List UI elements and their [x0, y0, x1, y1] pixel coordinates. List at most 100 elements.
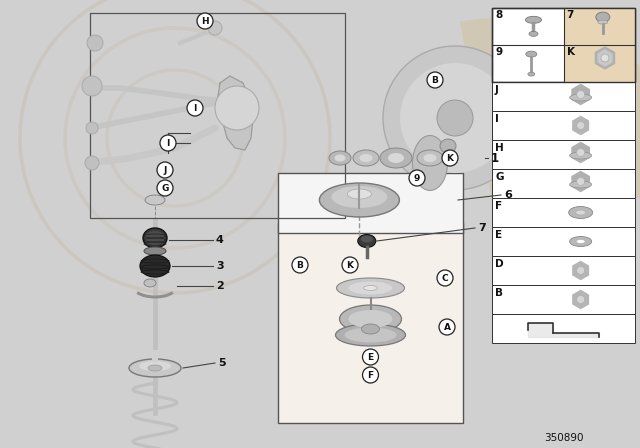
Ellipse shape — [362, 324, 380, 334]
Polygon shape — [573, 116, 588, 134]
Text: I: I — [193, 103, 196, 112]
Circle shape — [427, 72, 443, 88]
Bar — [492, 198, 635, 227]
Text: C: C — [442, 273, 448, 283]
Text: 350890: 350890 — [544, 433, 583, 443]
Circle shape — [577, 177, 585, 185]
Text: B: B — [495, 288, 503, 298]
Circle shape — [383, 46, 527, 190]
Ellipse shape — [440, 139, 456, 153]
Circle shape — [577, 148, 585, 156]
Text: F: F — [495, 201, 502, 211]
Ellipse shape — [335, 155, 346, 161]
Text: J: J — [163, 165, 166, 175]
Ellipse shape — [337, 278, 404, 298]
Bar — [278, 223, 463, 423]
Text: 9: 9 — [495, 47, 502, 57]
Ellipse shape — [339, 305, 401, 333]
Ellipse shape — [570, 237, 591, 246]
Circle shape — [215, 86, 259, 130]
Ellipse shape — [344, 327, 397, 343]
Text: I: I — [166, 138, 170, 147]
Ellipse shape — [129, 359, 181, 377]
Ellipse shape — [570, 152, 591, 159]
Bar — [492, 8, 635, 82]
Ellipse shape — [329, 151, 351, 165]
Text: J: J — [495, 85, 499, 95]
Circle shape — [400, 63, 510, 173]
Ellipse shape — [360, 154, 372, 162]
Ellipse shape — [140, 255, 170, 277]
Text: E: E — [495, 230, 502, 240]
Bar — [492, 314, 635, 343]
Polygon shape — [573, 262, 588, 280]
Text: H: H — [495, 143, 504, 153]
Circle shape — [442, 150, 458, 166]
Polygon shape — [572, 172, 589, 191]
Circle shape — [439, 319, 455, 335]
Polygon shape — [572, 85, 589, 104]
Circle shape — [82, 76, 102, 96]
Ellipse shape — [148, 365, 162, 371]
Polygon shape — [572, 142, 589, 163]
Polygon shape — [528, 323, 599, 337]
Ellipse shape — [145, 195, 165, 205]
Circle shape — [208, 21, 222, 35]
Text: 8: 8 — [495, 10, 502, 20]
Bar — [492, 111, 635, 140]
Text: 7: 7 — [566, 10, 574, 20]
Circle shape — [577, 90, 585, 99]
Bar — [492, 169, 635, 198]
Bar — [563, 45, 635, 82]
Ellipse shape — [570, 181, 591, 188]
Circle shape — [437, 270, 453, 286]
Bar — [492, 82, 635, 111]
Circle shape — [437, 100, 473, 136]
Ellipse shape — [348, 189, 371, 199]
Ellipse shape — [525, 16, 541, 23]
Ellipse shape — [575, 210, 586, 215]
Ellipse shape — [526, 51, 537, 57]
Text: H: H — [201, 17, 209, 26]
Polygon shape — [573, 290, 588, 309]
Circle shape — [197, 13, 213, 29]
Ellipse shape — [319, 183, 399, 217]
Ellipse shape — [569, 207, 593, 219]
Wedge shape — [460, 18, 640, 248]
Circle shape — [157, 180, 173, 196]
Ellipse shape — [596, 12, 610, 22]
Ellipse shape — [145, 231, 165, 245]
Circle shape — [577, 267, 585, 275]
Text: K: K — [566, 47, 575, 57]
Ellipse shape — [570, 94, 591, 101]
Text: 1: 1 — [491, 151, 499, 164]
Circle shape — [601, 54, 609, 62]
Ellipse shape — [143, 228, 167, 248]
Circle shape — [362, 349, 378, 365]
Text: G: G — [161, 184, 169, 193]
Text: K: K — [447, 154, 454, 163]
Bar — [278, 173, 463, 233]
Bar — [90, 13, 345, 218]
Text: 5: 5 — [218, 358, 226, 368]
Circle shape — [577, 296, 585, 303]
Bar — [152, 350, 158, 362]
Text: A: A — [444, 323, 451, 332]
Text: 3: 3 — [216, 261, 223, 271]
Circle shape — [342, 257, 358, 273]
Circle shape — [86, 122, 98, 134]
Text: D: D — [495, 259, 504, 269]
Ellipse shape — [388, 153, 404, 163]
Text: 2: 2 — [216, 281, 224, 291]
Text: F: F — [367, 370, 374, 379]
Ellipse shape — [144, 247, 166, 255]
Text: 4: 4 — [216, 235, 224, 245]
Ellipse shape — [349, 310, 392, 328]
Ellipse shape — [417, 150, 443, 166]
Ellipse shape — [364, 285, 378, 290]
Ellipse shape — [380, 148, 412, 168]
Text: I: I — [495, 114, 499, 124]
Ellipse shape — [598, 20, 608, 24]
Ellipse shape — [139, 361, 171, 371]
Ellipse shape — [424, 154, 436, 162]
